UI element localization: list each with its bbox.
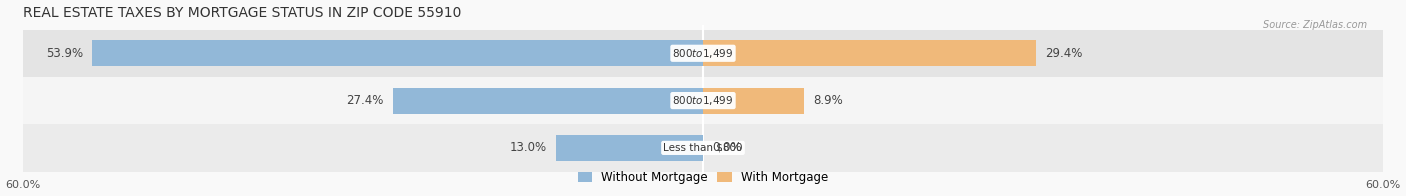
Text: 13.0%: 13.0%	[509, 141, 547, 154]
Bar	[22, 124, 1384, 172]
Bar	[93, 40, 703, 66]
Text: $800 to $1,499: $800 to $1,499	[672, 94, 734, 107]
Text: 53.9%: 53.9%	[46, 47, 83, 60]
Text: 29.4%: 29.4%	[1045, 47, 1083, 60]
Bar	[555, 135, 703, 161]
Text: $800 to $1,499: $800 to $1,499	[672, 47, 734, 60]
Text: Less than $800: Less than $800	[664, 143, 742, 153]
Bar	[22, 77, 1384, 124]
Text: 27.4%: 27.4%	[346, 94, 384, 107]
Bar	[392, 88, 703, 114]
Text: 8.9%: 8.9%	[813, 94, 842, 107]
Text: Source: ZipAtlas.com: Source: ZipAtlas.com	[1263, 20, 1367, 30]
Bar	[22, 30, 1384, 77]
Bar	[703, 40, 1036, 66]
Text: REAL ESTATE TAXES BY MORTGAGE STATUS IN ZIP CODE 55910: REAL ESTATE TAXES BY MORTGAGE STATUS IN …	[22, 5, 461, 20]
Bar	[703, 88, 804, 114]
Legend: Without Mortgage, With Mortgage: Without Mortgage, With Mortgage	[574, 166, 832, 189]
Text: 0.0%: 0.0%	[711, 141, 742, 154]
